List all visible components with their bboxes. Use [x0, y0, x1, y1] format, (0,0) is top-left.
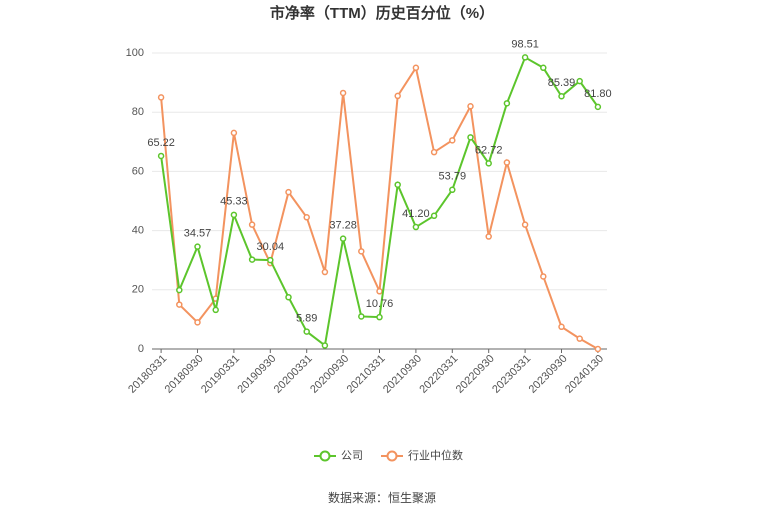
x-tick-label: 20230930 — [527, 353, 570, 396]
point — [394, 92, 401, 100]
point — [321, 342, 329, 349]
data-label: 65.22 — [147, 137, 175, 149]
data-label: 81.80 — [584, 88, 612, 100]
x-tick-label: 20240130 — [563, 353, 606, 396]
point — [540, 273, 547, 280]
point — [267, 256, 274, 264]
y-tick-label: 0 — [138, 343, 144, 355]
data-label: 5.89 — [296, 312, 317, 324]
point — [449, 137, 456, 144]
point — [376, 288, 383, 295]
x-tick-label: 20200930 — [308, 353, 351, 396]
point — [576, 335, 583, 342]
point — [540, 64, 547, 72]
data-label: 62.72 — [475, 144, 503, 156]
y-tick-label: 20 — [132, 284, 144, 296]
data-label: 34.57 — [184, 228, 212, 240]
point — [230, 129, 238, 137]
y-tick-label: 40 — [132, 225, 144, 237]
data-label: 30.04 — [257, 241, 285, 253]
point — [248, 221, 256, 228]
point — [157, 94, 165, 101]
point — [339, 235, 347, 242]
point — [467, 134, 474, 141]
y-tick-label: 100 — [126, 47, 144, 59]
point — [285, 188, 292, 196]
point — [248, 256, 256, 263]
point — [194, 243, 201, 250]
legend-marker — [386, 450, 398, 462]
point — [176, 301, 183, 308]
x-tick-label: 20180331 — [126, 353, 169, 396]
point — [412, 64, 420, 72]
point — [358, 248, 365, 255]
point — [449, 186, 456, 194]
legend-label: 行业中位数 — [408, 448, 463, 462]
point — [339, 89, 347, 97]
y-tick-label: 80 — [132, 106, 144, 118]
legend-label: 公司 — [341, 450, 363, 462]
x-tick-label: 20200331 — [272, 353, 315, 396]
point — [321, 268, 329, 276]
y-tick-label: 60 — [132, 165, 144, 177]
point — [176, 286, 183, 294]
point — [430, 148, 438, 156]
point — [485, 233, 492, 240]
point — [303, 214, 310, 221]
point — [558, 92, 565, 100]
point — [303, 328, 310, 335]
x-tick-label: 20190930 — [235, 353, 278, 396]
x-tick-label: 20210930 — [381, 353, 424, 396]
chart-title: 市净率（TTM）历史百分位（%） — [270, 4, 494, 22]
data-label: 85.39 — [548, 77, 576, 89]
point — [212, 306, 219, 314]
point — [412, 223, 420, 231]
point — [594, 345, 602, 353]
point — [358, 313, 365, 320]
data-label: 53.79 — [439, 171, 467, 183]
x-tick-label: 20180930 — [163, 353, 206, 396]
point — [558, 323, 565, 331]
point — [576, 77, 583, 85]
point — [521, 54, 529, 61]
x-tick-label: 20190331 — [199, 353, 242, 396]
data-label: 98.51 — [511, 38, 539, 50]
point — [430, 212, 438, 220]
point — [394, 181, 401, 188]
data-label: 37.28 — [329, 220, 357, 232]
point — [376, 313, 383, 321]
x-tick-label: 20210331 — [345, 353, 388, 396]
point — [194, 319, 201, 326]
point — [467, 103, 474, 110]
point — [230, 211, 238, 219]
point — [503, 159, 511, 166]
point — [503, 100, 511, 107]
point — [521, 221, 529, 228]
point — [157, 152, 165, 160]
data-label: 10.76 — [366, 298, 394, 310]
point — [285, 293, 292, 301]
x-tick-label: 20230331 — [490, 353, 533, 396]
point — [594, 103, 602, 111]
legend-marker — [319, 450, 331, 462]
data-label: 45.33 — [220, 196, 248, 208]
point — [485, 160, 492, 167]
x-tick-label: 20220930 — [454, 353, 497, 396]
source: 数据来源：恒生聚源 — [328, 490, 436, 505]
data-label: 41.20 — [402, 208, 430, 220]
x-tick-label: 20220331 — [417, 353, 460, 396]
